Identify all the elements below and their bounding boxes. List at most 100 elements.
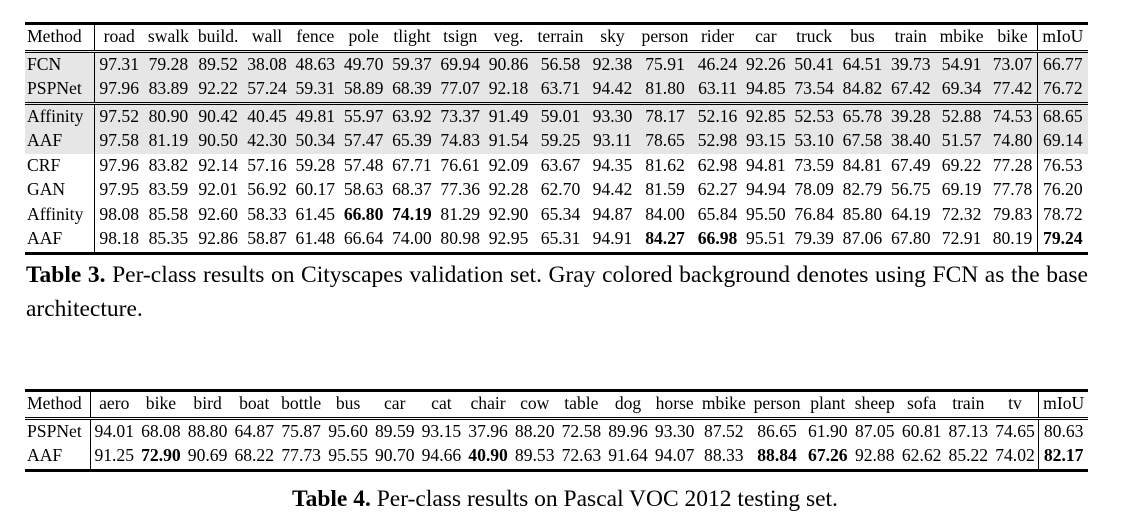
value-cell: 87.13 bbox=[948, 420, 989, 441]
value-cell: 92.86 bbox=[193, 227, 243, 255]
value-cell: 64.51 bbox=[838, 51, 887, 77]
column-header: horse bbox=[651, 389, 699, 420]
table-row: Affinity 98.08 85.58 92.60 58.33 61.45 66.80 74… bbox=[25, 202, 1088, 227]
column-header: person bbox=[749, 389, 805, 420]
column-header: build. bbox=[193, 22, 243, 53]
value-cell: 74.53 bbox=[988, 101, 1038, 129]
value-cell: 77.28 bbox=[992, 154, 1033, 175]
column-header: truck bbox=[790, 22, 839, 53]
value-cell: 91.64 bbox=[604, 444, 652, 472]
miou-cell: 79.24 bbox=[1036, 227, 1088, 255]
value-cell: 77.36 bbox=[440, 179, 480, 200]
value-cell: 48.63 bbox=[291, 51, 340, 77]
value-cell: 74.00 bbox=[387, 227, 437, 255]
miou-cell: 76.72 bbox=[1036, 77, 1088, 103]
value-cell: 81.80 bbox=[636, 77, 694, 103]
column-header: car bbox=[371, 389, 419, 420]
value-cell: 63.92 bbox=[387, 101, 437, 129]
value-cell: 53.10 bbox=[790, 129, 839, 154]
value-cell: 92.28 bbox=[488, 179, 529, 200]
column-header: dog bbox=[604, 389, 652, 420]
value-cell: 79.83 bbox=[992, 203, 1033, 224]
value-cell: 90.70 bbox=[371, 444, 419, 472]
value-cell: 63.71 bbox=[532, 77, 589, 103]
column-header: train bbox=[886, 22, 935, 53]
value-cell: 64.19 bbox=[890, 203, 931, 224]
value-cell: 57.47 bbox=[339, 129, 388, 154]
table-3-body: Method road swalk build. wall fence pole tlight… bbox=[25, 22, 1088, 255]
method-cell: PSPNet bbox=[25, 418, 91, 444]
value-cell: 81.19 bbox=[143, 129, 194, 154]
column-header: sky bbox=[588, 22, 637, 53]
value-cell: 67.26 bbox=[804, 444, 852, 472]
value-cell: 83.89 bbox=[143, 77, 194, 103]
value-cell: 74.65 bbox=[995, 420, 1035, 441]
value-cell: 92.18 bbox=[484, 77, 533, 103]
value-cell: 69.94 bbox=[436, 51, 485, 77]
value-cell: 94.66 bbox=[418, 444, 465, 472]
column-header: sheep bbox=[851, 389, 899, 420]
value-cell: 95.55 bbox=[324, 444, 372, 472]
value-cell: 50.41 bbox=[790, 51, 839, 77]
value-cell: 65.34 bbox=[540, 203, 581, 224]
value-cell: 51.57 bbox=[934, 129, 989, 154]
column-header: cow bbox=[511, 389, 559, 420]
method-cell: PSPNet bbox=[25, 77, 96, 103]
value-cell: 65.31 bbox=[532, 227, 589, 255]
column-header: tsign bbox=[436, 22, 485, 53]
value-cell: 93.15 bbox=[741, 129, 790, 154]
value-cell: 75.91 bbox=[636, 51, 694, 77]
value-cell: 91.54 bbox=[484, 129, 533, 154]
value-cell: 97.31 bbox=[94, 51, 144, 77]
column-header: Method bbox=[25, 22, 96, 53]
value-cell: 84.27 bbox=[636, 227, 694, 255]
miou-cell: 76.53 bbox=[1036, 153, 1088, 178]
value-cell: 89.52 bbox=[193, 51, 243, 77]
value-cell: 67.80 bbox=[886, 227, 935, 255]
value-cell: 93.15 bbox=[421, 420, 462, 441]
table-row: FCN 97.31 79.28 89.52 38.08 48.63 49.70 59.37 69… bbox=[25, 51, 1088, 77]
column-header: tlight bbox=[387, 22, 437, 53]
value-cell: 37.96 bbox=[468, 420, 508, 441]
value-cell: 89.59 bbox=[374, 420, 415, 441]
value-cell: 80.98 bbox=[436, 227, 485, 255]
value-cell: 92.88 bbox=[851, 444, 899, 472]
column-header: person bbox=[636, 22, 694, 53]
value-cell: 77.73 bbox=[277, 444, 325, 472]
table-row: PSPNet 94.01 68.08 88.80 64.87 75.87 95.60 89.5… bbox=[25, 418, 1088, 444]
value-cell: 97.52 bbox=[94, 101, 144, 129]
value-cell: 49.70 bbox=[339, 51, 388, 77]
method-cell: AAF bbox=[25, 129, 96, 154]
value-cell: 57.48 bbox=[343, 154, 384, 175]
miou-cell: 66.77 bbox=[1036, 51, 1088, 77]
value-cell: 97.95 bbox=[99, 179, 140, 200]
value-cell: 95.50 bbox=[746, 203, 786, 224]
table-row: GAN 97.95 83.59 92.01 56.92 60.17 58.63 68.37 77… bbox=[25, 178, 1088, 203]
value-cell: 95.51 bbox=[741, 227, 790, 255]
value-cell: 84.82 bbox=[838, 77, 887, 103]
value-cell: 84.00 bbox=[645, 203, 685, 224]
column-header: bike bbox=[988, 22, 1038, 53]
value-cell: 65.84 bbox=[697, 203, 738, 224]
miou-cell: 80.63 bbox=[1038, 418, 1088, 444]
value-cell: 65.39 bbox=[387, 129, 437, 154]
value-cell: 52.98 bbox=[693, 129, 742, 154]
value-cell: 63.11 bbox=[693, 77, 742, 103]
value-cell: 94.91 bbox=[588, 227, 637, 255]
value-cell: 66.80 bbox=[343, 203, 384, 224]
value-cell: 72.63 bbox=[558, 444, 605, 472]
value-cell: 74.83 bbox=[436, 129, 485, 154]
table-row: AAF 97.58 81.19 90.50 42.30 50.34 57.47 65.39 74… bbox=[25, 129, 1088, 154]
value-cell: 92.85 bbox=[741, 101, 790, 129]
value-cell: 93.30 bbox=[588, 101, 637, 129]
value-cell: 92.26 bbox=[741, 51, 790, 77]
miou-cell: 68.65 bbox=[1036, 101, 1088, 129]
value-cell: 88.20 bbox=[514, 420, 555, 441]
value-cell: 98.18 bbox=[94, 227, 144, 255]
table-3: Method road swalk build. wall fence pole tlight… bbox=[25, 22, 1088, 255]
value-cell: 89.96 bbox=[608, 420, 648, 441]
value-cell: 97.96 bbox=[99, 154, 140, 175]
value-cell: 69.22 bbox=[941, 154, 982, 175]
value-cell: 92.38 bbox=[588, 51, 637, 77]
method-cell: FCN bbox=[25, 51, 96, 77]
